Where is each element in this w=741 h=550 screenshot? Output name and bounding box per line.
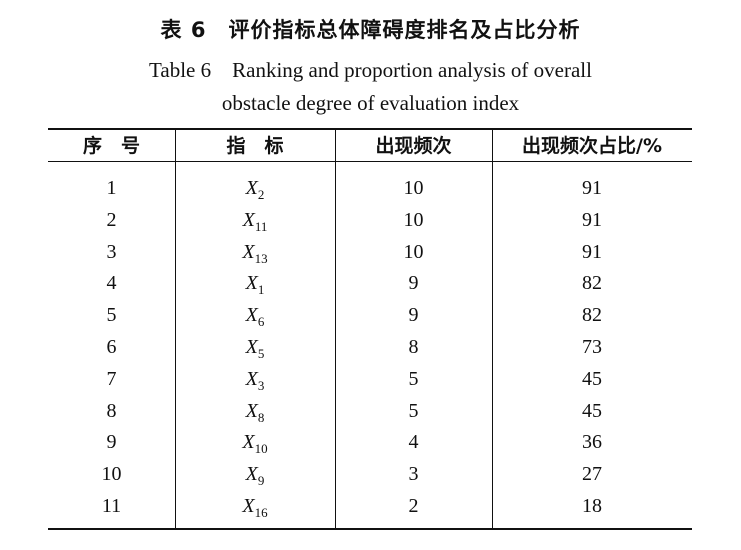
cell-rank: 7 xyxy=(106,367,117,390)
indicator-symbol: X xyxy=(242,495,255,517)
cell-frequency: 10 xyxy=(403,240,424,263)
indicator-subscript: 10 xyxy=(254,441,268,457)
table-row: 3 X13 10 91 xyxy=(48,236,692,268)
table-row: 11 X16 2 18 xyxy=(48,490,692,522)
table-row: 6 X5 8 73 xyxy=(48,331,692,363)
table-bottom-rule xyxy=(48,528,692,530)
cell-proportion: 82 xyxy=(582,272,602,295)
cell-frequency: 10 xyxy=(403,208,424,231)
column-divider xyxy=(492,130,493,528)
cell-rank: 8 xyxy=(106,399,117,422)
cell-rank: 3 xyxy=(106,240,117,263)
header-frequency: 出现频次 xyxy=(375,135,452,157)
table-top-rule xyxy=(48,128,692,130)
column-divider xyxy=(335,130,336,528)
indicator-subscript: 5 xyxy=(257,346,265,361)
cell-indicator: X3 xyxy=(175,363,335,395)
cell-indicator: X1 xyxy=(175,267,335,299)
cell-frequency: 4 xyxy=(408,431,419,454)
indicator-symbol: X xyxy=(245,463,258,486)
cell-proportion: 45 xyxy=(582,367,602,390)
cell-proportion: 73 xyxy=(582,336,602,358)
cell-rank: 10 xyxy=(101,463,122,486)
cell-indicator: X16 xyxy=(175,490,335,522)
cell-frequency: 10 xyxy=(403,177,424,199)
cell-proportion: 18 xyxy=(582,495,602,517)
indicator-subscript: 6 xyxy=(257,314,265,330)
cell-frequency: 3 xyxy=(408,463,419,486)
table-title-en-line1: Table 6 Ranking and proportion analysis … xyxy=(149,58,592,82)
indicator-subscript: 11 xyxy=(254,218,268,234)
indicator-subscript: 3 xyxy=(257,377,265,393)
indicator-symbol: X xyxy=(245,272,258,295)
cell-indicator: X13 xyxy=(175,236,335,268)
indicator-subscript: 16 xyxy=(254,505,268,520)
cell-frequency: 5 xyxy=(408,399,419,422)
table-row: 5 X6 9 82 xyxy=(48,299,692,331)
table-title-cn: 表 6 评价指标总体障碍度排名及占比分析 xyxy=(160,18,581,42)
cell-proportion: 45 xyxy=(582,399,602,422)
cell-indicator: X5 xyxy=(175,331,335,363)
indicator-subscript: 2 xyxy=(257,187,265,202)
table-row: 10 X9 3 27 xyxy=(48,458,692,490)
cell-indicator: X10 xyxy=(175,426,335,458)
cell-proportion: 91 xyxy=(582,177,602,199)
cell-proportion: 82 xyxy=(582,304,602,327)
cell-frequency: 2 xyxy=(408,495,419,517)
cell-rank: 9 xyxy=(106,431,117,454)
cell-rank: 2 xyxy=(106,208,117,231)
cell-proportion: 91 xyxy=(582,208,602,231)
indicator-symbol: X xyxy=(242,208,255,231)
cell-proportion: 36 xyxy=(582,431,602,454)
indicator-symbol: X xyxy=(245,399,258,422)
table-row: 9 X10 4 36 xyxy=(48,426,692,458)
column-divider xyxy=(175,130,176,528)
indicator-subscript: 1 xyxy=(257,282,265,298)
table-row: 8 X8 5 45 xyxy=(48,395,692,427)
indicator-symbol: X xyxy=(245,367,258,390)
indicator-subscript: 9 xyxy=(257,473,265,489)
cell-proportion: 91 xyxy=(582,240,602,263)
cell-frequency: 9 xyxy=(408,272,419,295)
cell-frequency: 8 xyxy=(408,336,419,358)
cell-indicator: X8 xyxy=(175,395,335,427)
header-indicator: 指 标 xyxy=(226,135,284,157)
indicator-subscript: 13 xyxy=(254,250,268,266)
table-row: 2 X11 10 91 xyxy=(48,204,692,236)
cell-rank: 5 xyxy=(106,304,117,327)
cell-rank: 1 xyxy=(106,177,117,199)
cell-frequency: 5 xyxy=(408,367,419,390)
table-row: 1 X2 10 91 xyxy=(48,172,692,204)
indicator-symbol: X xyxy=(242,240,255,263)
cell-indicator: X2 xyxy=(175,172,335,204)
cell-indicator: X11 xyxy=(175,204,335,236)
cell-proportion: 27 xyxy=(582,463,602,486)
indicator-subscript: 8 xyxy=(257,409,265,425)
cell-indicator: X9 xyxy=(175,458,335,490)
table-header-rule xyxy=(48,161,692,162)
indicator-symbol: X xyxy=(242,431,255,454)
table-row: 4 X1 9 82 xyxy=(48,267,692,299)
header-rank: 序 号 xyxy=(82,135,140,157)
table-title-en-line2: obstacle degree of evaluation index xyxy=(221,91,520,115)
table-row: 7 X3 5 45 xyxy=(48,363,692,395)
cell-indicator: X6 xyxy=(175,299,335,331)
cell-rank: 6 xyxy=(106,336,117,358)
indicator-symbol: X xyxy=(245,177,258,199)
indicator-symbol: X xyxy=(245,336,258,358)
cell-rank: 11 xyxy=(101,495,122,517)
cell-frequency: 9 xyxy=(408,304,419,327)
cell-rank: 4 xyxy=(106,272,117,295)
header-proportion: 出现频次占比/% xyxy=(522,135,662,157)
indicator-symbol: X xyxy=(245,304,258,327)
